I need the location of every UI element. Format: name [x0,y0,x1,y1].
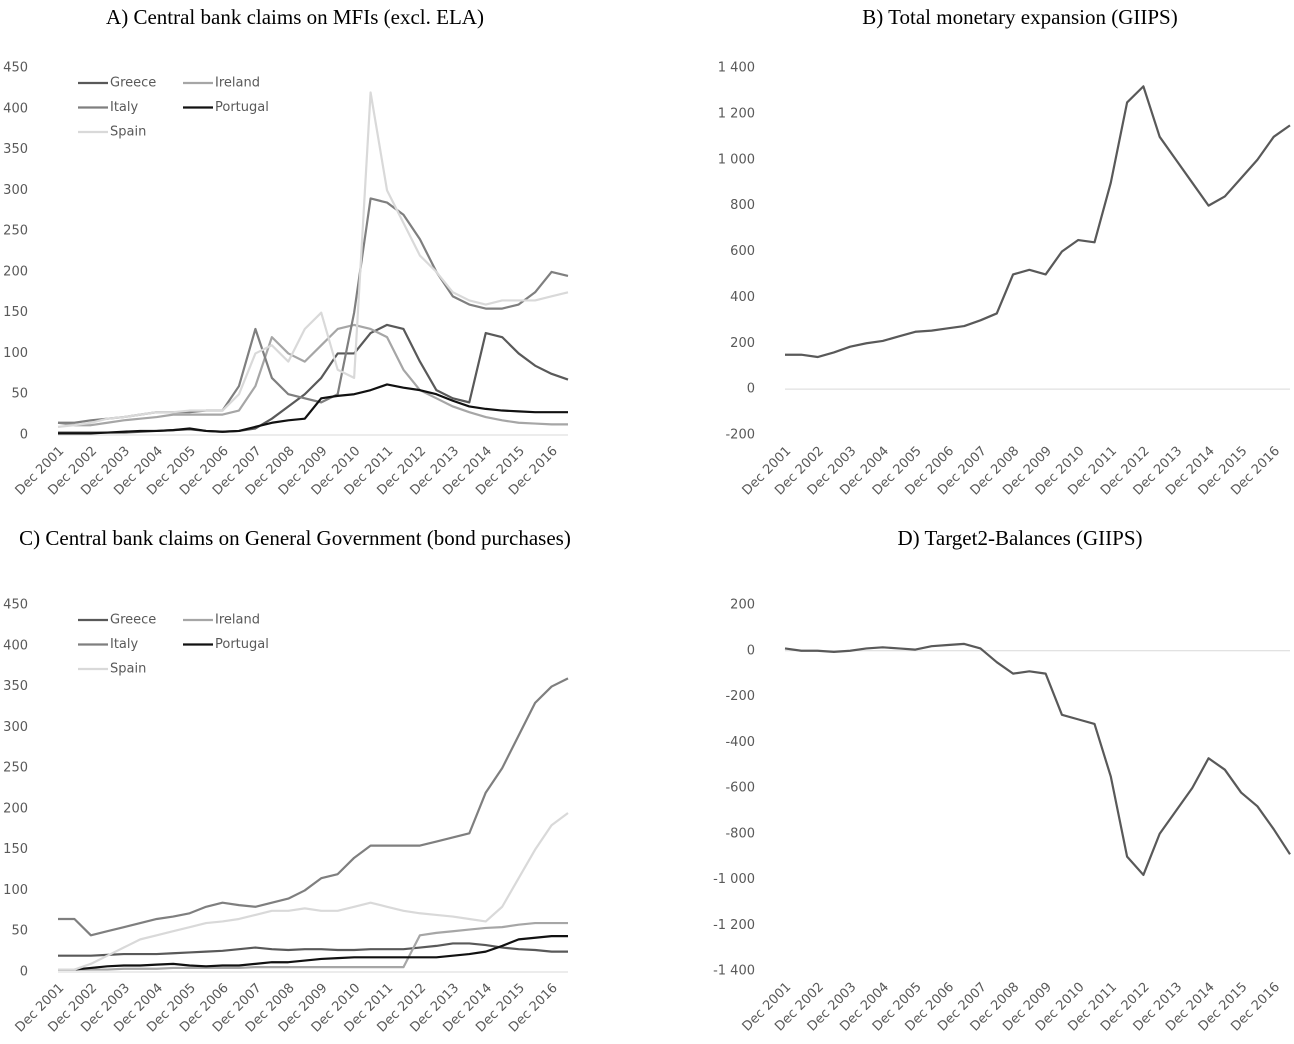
y-tick-label: -1 000 [713,872,755,887]
y-tick-label: -600 [725,781,755,796]
legend-label: Portugal [215,100,269,115]
y-tick-label: -200 [725,428,755,443]
y-tick-label: 300 [3,720,28,735]
legend-label: Spain [110,662,146,677]
series-line [58,921,568,971]
y-tick-label: -800 [725,826,755,841]
series-line [58,812,569,971]
y-tick-label: 300 [3,183,28,198]
y-tick-label: -200 [725,689,755,704]
y-tick-label: 1 400 [718,61,755,76]
y-tick-label: 400 [730,290,755,305]
series-line [784,642,1291,877]
y-tick-label: 350 [3,142,28,157]
y-tick-label: 0 [20,965,28,980]
series-line [58,935,568,971]
series-line [58,197,569,424]
y-tick-label: 450 [3,598,28,613]
legend-label: Ireland [215,613,260,628]
series-line [58,677,569,937]
legend-label: Greece [110,76,156,91]
y-tick-label: -1 400 [713,964,755,979]
y-tick-label: 200 [3,264,28,279]
y-tick-label: 50 [11,387,28,402]
y-tick-label: 50 [11,924,28,939]
y-tick-label: 400 [3,101,28,116]
y-tick-label: 400 [3,638,28,653]
series-line [785,85,1291,359]
y-tick-label: 150 [3,842,28,857]
y-tick-label: 200 [3,801,28,816]
chart-title: A) Central bank claims on MFIs (excl. EL… [106,5,484,29]
chart-title: B) Total monetary expansion (GIIPS) [862,5,1178,29]
legend-label: Spain [110,125,146,140]
y-tick-label: 1 000 [718,152,755,167]
y-tick-label: 100 [3,346,28,361]
series-line [58,942,568,957]
legend-label: Italy [110,100,139,115]
y-tick-label: 0 [747,643,755,658]
y-tick-label: 200 [730,336,755,351]
legend-label: Italy [110,637,139,652]
y-tick-label: 0 [20,428,28,443]
legend-label: Greece [110,613,156,628]
y-tick-label: 250 [3,224,28,239]
y-tick-label: 0 [747,382,755,397]
series-line [57,91,569,428]
chart-title: C) Central bank claims on General Govern… [19,526,571,550]
y-tick-label: 350 [3,679,28,694]
y-tick-label: 800 [730,198,755,213]
y-tick-label: 450 [3,61,28,76]
y-tick-label: 250 [3,761,28,776]
series-line [58,383,568,435]
y-tick-label: 1 200 [718,106,755,121]
series-line [57,323,568,427]
y-tick-label: 100 [3,883,28,898]
legend-label: Ireland [215,76,260,91]
y-tick-label: 600 [730,244,755,259]
y-tick-label: -1 200 [713,918,755,933]
y-tick-label: 200 [730,598,755,613]
y-tick-label: 150 [3,305,28,320]
y-tick-label: -400 [725,735,755,750]
legend-label: Portugal [215,637,269,652]
chart-title: D) Target2-Balances (GIIPS) [897,526,1143,550]
